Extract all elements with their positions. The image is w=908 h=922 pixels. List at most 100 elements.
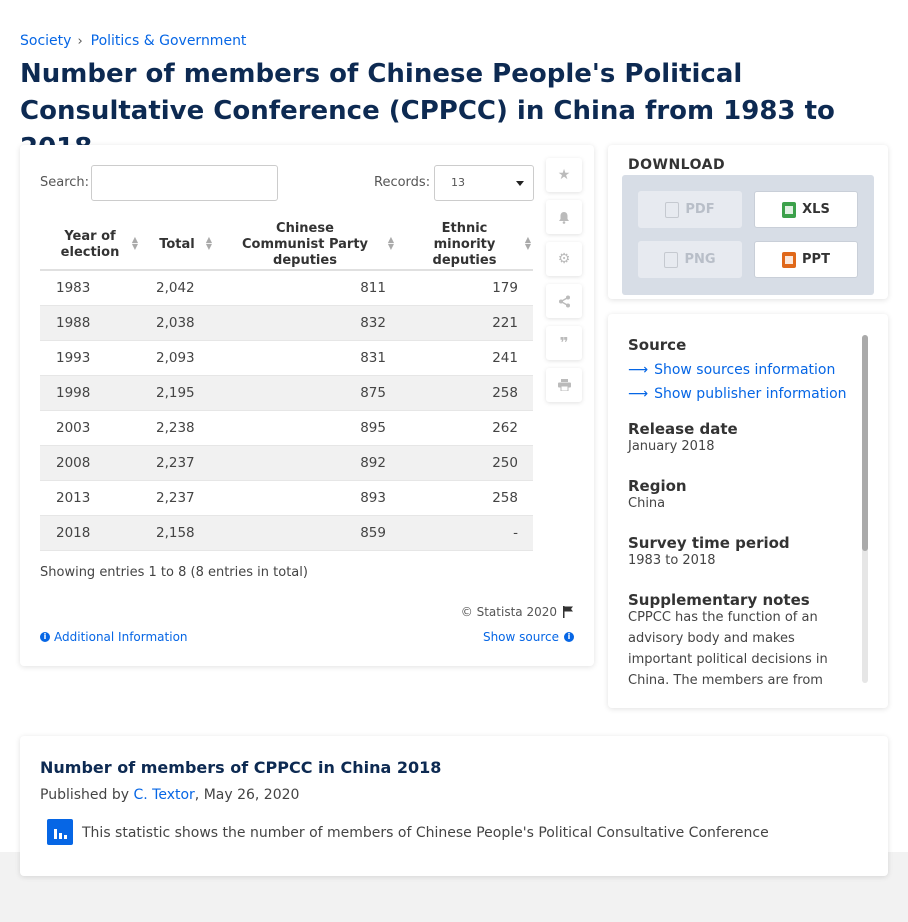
download-card: DOWNLOAD PDF XLS PNG PPT [608,145,888,299]
cell-ccp: 892 [214,445,396,481]
gear-icon[interactable]: ⚙ [546,242,582,276]
additional-information-link[interactable]: i Additional Information [40,630,188,644]
cell-ccp: 875 [214,375,396,411]
description-title: Number of members of CPPCC in China 2018 [40,758,442,777]
info-icon: i [40,632,50,642]
cell-total: 2,042 [140,270,214,306]
search-input[interactable] [91,165,278,201]
supplementary-notes-label: Supplementary notes [628,591,810,609]
survey-period-label: Survey time period [628,534,790,552]
release-date-label: Release date [628,420,738,438]
cell-year: 2018 [40,515,140,551]
download-ppt-button[interactable]: PPT [754,241,858,278]
published-date: , May 26, 2020 [194,787,300,803]
chevron-down-icon [516,181,524,186]
source-heading: Source [628,336,687,354]
tool-sidebar: ★ ⚙ ❞ [546,158,582,410]
column-header-year[interactable]: Year of election ▲ ▼ [40,221,140,271]
breadcrumb-separator: › [77,33,83,49]
cell-year: 2013 [40,480,140,516]
published-by: Published by C. Textor, May 26, 2020 [40,787,299,803]
supplementary-notes-value: CPPCC has the function of an advisory bo… [628,610,828,688]
records-label: Records: [374,175,431,190]
star-icon[interactable]: ★ [546,158,582,192]
download-title: DOWNLOAD [628,157,726,173]
copyright-text[interactable]: © Statista 2020 [460,605,557,619]
table-row: 1993 2,093 831 241 [40,340,533,376]
cell-total: 2,237 [140,445,214,481]
cell-ccp: 859 [214,515,396,551]
cell-ethnic: 250 [396,445,533,481]
cell-year: 2008 [40,445,140,481]
region-label: Region [628,477,687,495]
breadcrumb: Society › Politics & Government [20,33,246,49]
cell-ethnic: 179 [396,270,533,306]
download-pdf-button[interactable]: PDF [638,191,742,228]
statistic-table-card: Search: Records: 13 Year of election ▲ ▼ T… [20,145,594,666]
column-header-total[interactable]: Total ▲ ▼ [140,221,214,271]
download-panel: PDF XLS PNG PPT [622,175,874,295]
cell-year: 1983 [40,270,140,306]
cell-total: 2,093 [140,340,214,376]
cell-ethnic: 258 [396,480,533,516]
arrow-right-icon: ⟶ [628,362,649,378]
share-icon[interactable] [546,284,582,318]
cell-total: 2,195 [140,375,214,411]
show-sources-link[interactable]: ⟶ Show sources information [628,358,856,382]
flag-icon[interactable] [563,606,574,618]
download-png-label: PNG [684,252,716,267]
published-prefix: Published by [40,787,130,803]
quote-icon[interactable]: ❞ [546,326,582,360]
column-header-ccp-deputies[interactable]: Chinese Communist Party deputies ▲ ▼ [214,221,396,271]
entries-summary: Showing entries 1 to 8 (8 entries in tot… [40,565,308,580]
print-icon[interactable] [546,368,582,402]
cell-total: 2,038 [140,305,214,341]
source-card: Source ⟶ Show sources information ⟶ Show… [608,314,888,708]
bell-icon[interactable] [546,200,582,234]
breadcrumb-society[interactable]: Society [20,33,72,49]
search-label: Search: [40,175,90,190]
cell-ethnic: - [396,515,533,551]
cell-year: 1988 [40,305,140,341]
description-text: This statistic shows the number of membe… [82,825,769,841]
show-publisher-link[interactable]: ⟶ Show publisher information [628,382,856,406]
author-link[interactable]: C. Textor [133,787,195,803]
arrow-right-icon: ⟶ [628,386,649,402]
cell-total: 2,237 [140,480,214,516]
data-table: Year of election ▲ ▼ Total ▲ ▼ Chinese Commu… [40,221,533,551]
download-xls-button[interactable]: XLS [754,191,858,228]
ppt-file-icon [782,251,797,268]
xls-file-icon [782,201,797,218]
additional-information-label: Additional Information [54,630,188,644]
copyright: © Statista 2020 [461,605,574,619]
table-row: 2008 2,237 892 250 [40,445,533,481]
table-row: 1998 2,195 875 258 [40,375,533,411]
pdf-file-icon [665,201,680,218]
download-png-button[interactable]: PNG [638,241,742,278]
show-sources-label: Show sources information [654,362,836,378]
show-publisher-label: Show publisher information [654,386,847,402]
cell-year: 1993 [40,340,140,376]
cell-ethnic: 258 [396,375,533,411]
table-row: 2003 2,238 895 262 [40,410,533,446]
download-xls-label: XLS [802,202,830,217]
cell-year: 2003 [40,410,140,446]
png-file-icon [664,251,679,268]
release-date-value: January 2018 [628,439,715,454]
table-header-row: Year of election ▲ ▼ Total ▲ ▼ Chinese Commu… [40,221,533,271]
download-ppt-label: PPT [802,252,830,267]
table-row: 2018 2,158 859- [40,515,533,551]
sort-icon: ▲ ▼ [524,235,531,251]
table-row: 2013 2,237 893 258 [40,480,533,516]
column-header-ethnic-deputies[interactable]: Ethnic minority deputies ▲ ▼ [396,221,533,271]
source-details: Source ⟶ Show sources information ⟶ Show… [628,336,856,708]
cell-total: 2,238 [140,410,214,446]
scrollbar-thumb[interactable] [862,335,868,551]
cell-ccp: 893 [214,480,396,516]
cell-year: 1998 [40,375,140,411]
show-source-link[interactable]: Show source i [483,630,574,644]
records-select[interactable]: 13 [434,165,534,201]
breadcrumb-politics-government[interactable]: Politics & Government [90,33,247,49]
description-card: Number of members of CPPCC in China 2018… [20,736,888,876]
region-value: China [628,496,666,511]
